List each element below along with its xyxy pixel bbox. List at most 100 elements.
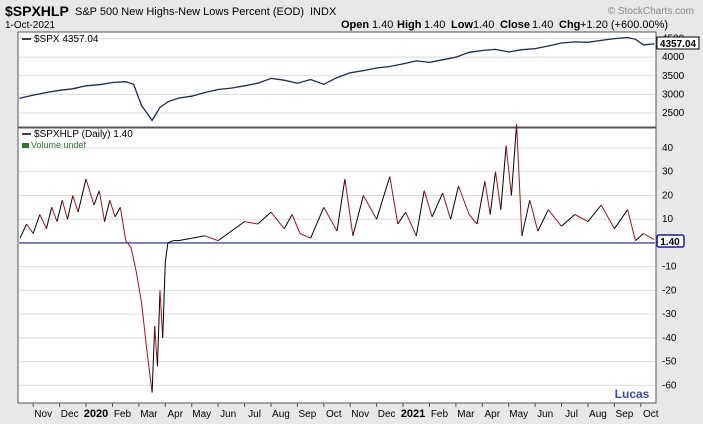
spx-grid <box>19 38 655 114</box>
hlp-segment <box>93 190 100 206</box>
high-label: High <box>397 19 422 31</box>
hlp-tick-label: -50 <box>662 357 677 368</box>
spx-panel <box>17 31 657 128</box>
hlp-segment <box>19 223 28 239</box>
hlp-segment <box>415 190 425 236</box>
hlp-segment <box>141 302 148 350</box>
spx-legend: $SPX 4357.04 <box>34 34 99 45</box>
spx-point <box>230 87 232 89</box>
hlp-segment <box>178 237 192 242</box>
description: S&P 500 New Highs-New Lows Percent (EOD) <box>75 6 304 18</box>
hlp-segment <box>495 171 502 210</box>
x-tick-label: May <box>509 409 528 420</box>
hlp-segment <box>635 233 644 241</box>
hlp-segment <box>244 221 258 225</box>
spx-point <box>111 81 114 84</box>
x-tick-label: Apr <box>485 409 501 420</box>
hlp-tick-label: -20 <box>662 285 677 296</box>
hlp-grid <box>19 147 655 386</box>
spx-point <box>642 44 645 46</box>
spx-point <box>151 119 153 122</box>
hlp-segment <box>217 230 232 242</box>
spx-point <box>574 41 576 43</box>
hlp-segment <box>468 214 478 225</box>
spx-point <box>442 59 444 61</box>
hlp-tick-label: -40 <box>662 333 677 344</box>
x-tick-label: Mar <box>457 409 475 420</box>
hlp-segment <box>299 233 311 239</box>
hlp-segment <box>114 207 121 218</box>
hlp-segment <box>98 190 105 222</box>
hlp-segment <box>505 145 512 196</box>
low-label: Low <box>451 19 473 31</box>
spx-line <box>19 36 655 122</box>
symbol: $SPXHLP <box>5 3 69 19</box>
spx-last-value: 4357.04 <box>660 39 697 50</box>
spx-point <box>125 81 127 83</box>
hlp-segment <box>600 204 615 229</box>
x-tick-label: Mar <box>140 409 158 420</box>
x-tick-label: Nov <box>34 409 52 420</box>
hlp-last-value: 1.40 <box>660 237 680 248</box>
hlp-last-value-box <box>656 234 685 248</box>
x-tick-label: Apr <box>168 409 184 420</box>
hlp-segment <box>159 290 164 338</box>
hlp-tick-label: -10 <box>662 262 677 273</box>
hlp-segment <box>231 221 245 232</box>
spx-point <box>98 84 100 86</box>
x-tick-label: Feb <box>114 409 132 420</box>
spx-point <box>167 101 169 103</box>
hlp-segment <box>45 207 53 229</box>
spx-point <box>415 60 417 62</box>
spx-series <box>19 36 655 122</box>
spx-point <box>600 39 602 42</box>
spx-point <box>389 65 391 68</box>
spx-point <box>634 38 637 40</box>
ohlc-readout: Open 1.40 High 1.40 Low 1.40 Close 1.40 … <box>341 19 668 31</box>
hlp-segment <box>191 235 205 239</box>
x-axis: Nov Dec 2020 Feb Mar Apr May Jun Jul Aug Sep Oct Nov… <box>32 403 659 420</box>
spx-point <box>32 94 34 96</box>
hlp-segment <box>151 325 156 393</box>
spx-point <box>560 42 563 44</box>
chg-label: Chg <box>559 19 580 31</box>
hlp-segment <box>119 207 127 241</box>
hlp-segment <box>164 242 169 262</box>
hlp-tick-label: 10 <box>662 214 674 225</box>
spx-point <box>19 97 21 99</box>
hlp-segment <box>476 181 486 225</box>
hlp-segment <box>344 178 354 236</box>
spx-point <box>455 56 457 58</box>
x-tick-label: Aug <box>589 409 607 420</box>
x-tick-label: Feb <box>431 409 449 420</box>
spx-point <box>376 67 378 69</box>
hlp-segment <box>162 261 166 338</box>
hlp-segment <box>51 207 58 222</box>
spx-last-value-tag: 4357.04 <box>656 36 700 50</box>
spx-point <box>140 104 143 107</box>
hlp-segment <box>283 214 293 229</box>
spx-point <box>296 82 298 84</box>
hlp-segment <box>431 192 444 218</box>
hlp-segment <box>72 195 79 213</box>
hlp-segment <box>442 192 452 220</box>
chg-value: +1.20 (+600.00%) <box>580 19 668 31</box>
x-tick-label: Nov <box>351 409 369 420</box>
date: 1-Oct-2021 <box>5 20 55 31</box>
spx-point <box>323 83 325 85</box>
x-tick-label: Jul <box>248 409 261 420</box>
hlp-segment <box>323 207 338 232</box>
hlp-segment <box>627 209 636 241</box>
x-tick-label: Sep <box>298 409 316 420</box>
spx-point <box>177 97 180 99</box>
hlp-segment <box>26 223 34 234</box>
spx-last-value-box <box>656 36 700 50</box>
x-tick-label: Jun <box>220 409 236 420</box>
hlp-segment <box>154 325 158 367</box>
x-tick-label: Jul <box>565 409 578 420</box>
hlp-segment <box>510 124 518 196</box>
hlp-segment <box>613 209 629 229</box>
spx-point <box>402 63 404 65</box>
hlp-series <box>19 124 655 393</box>
